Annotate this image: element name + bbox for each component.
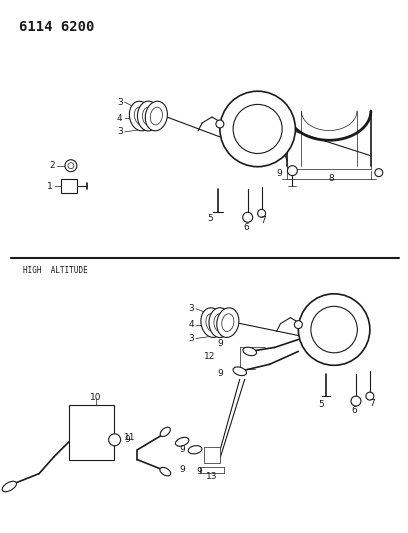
Ellipse shape <box>222 314 234 332</box>
Text: 9: 9 <box>196 467 202 476</box>
Ellipse shape <box>142 107 154 125</box>
Text: 3: 3 <box>117 127 122 136</box>
Text: 6114 6200: 6114 6200 <box>19 20 95 34</box>
Circle shape <box>109 434 121 446</box>
Circle shape <box>366 392 374 400</box>
Text: 5: 5 <box>318 400 324 409</box>
Circle shape <box>287 166 297 175</box>
Text: 3: 3 <box>117 98 122 107</box>
Text: 8: 8 <box>328 174 334 183</box>
Text: 9: 9 <box>179 445 185 454</box>
Bar <box>61 179 77 192</box>
Text: 4: 4 <box>117 114 122 123</box>
Text: 5: 5 <box>207 214 213 223</box>
Ellipse shape <box>243 347 257 356</box>
Text: 9: 9 <box>217 339 223 348</box>
Ellipse shape <box>201 308 223 337</box>
Text: 3: 3 <box>188 334 194 343</box>
Circle shape <box>311 306 357 353</box>
Ellipse shape <box>150 107 162 125</box>
Text: 3: 3 <box>188 304 194 313</box>
Ellipse shape <box>2 481 16 492</box>
Ellipse shape <box>145 101 167 131</box>
Circle shape <box>216 120 224 128</box>
Ellipse shape <box>188 446 202 454</box>
Ellipse shape <box>175 438 189 446</box>
Circle shape <box>295 321 302 328</box>
Ellipse shape <box>209 308 231 337</box>
Circle shape <box>298 294 370 365</box>
Ellipse shape <box>134 107 146 125</box>
Text: 2: 2 <box>49 161 55 170</box>
Circle shape <box>68 163 74 168</box>
Circle shape <box>220 91 295 167</box>
Ellipse shape <box>160 427 171 437</box>
Ellipse shape <box>217 308 239 337</box>
Bar <box>204 447 220 463</box>
Ellipse shape <box>214 314 226 332</box>
Text: 11: 11 <box>124 433 135 442</box>
Text: 7: 7 <box>369 399 375 408</box>
Text: 9: 9 <box>217 369 223 378</box>
Text: 6: 6 <box>244 223 250 232</box>
Text: 1: 1 <box>47 182 53 191</box>
Circle shape <box>351 396 361 406</box>
Circle shape <box>243 212 253 222</box>
Ellipse shape <box>206 314 218 332</box>
Text: 9: 9 <box>376 169 381 178</box>
Text: 7: 7 <box>260 216 266 225</box>
Circle shape <box>375 168 383 176</box>
Circle shape <box>257 209 266 217</box>
Circle shape <box>233 104 282 154</box>
Ellipse shape <box>129 101 151 131</box>
Text: 12: 12 <box>204 352 215 361</box>
Text: 10: 10 <box>90 393 102 401</box>
Bar <box>69 405 113 459</box>
Text: 9: 9 <box>124 435 130 445</box>
Text: 13: 13 <box>206 472 218 481</box>
Ellipse shape <box>160 467 171 476</box>
Circle shape <box>65 160 77 172</box>
Ellipse shape <box>233 367 246 376</box>
Text: 4: 4 <box>188 320 194 329</box>
Text: HIGH  ALTITUDE: HIGH ALTITUDE <box>23 266 88 275</box>
Text: 9: 9 <box>179 465 185 474</box>
Text: 9: 9 <box>277 169 282 178</box>
Ellipse shape <box>137 101 159 131</box>
Text: 6: 6 <box>351 406 357 415</box>
